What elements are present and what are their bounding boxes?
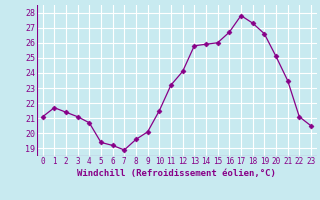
X-axis label: Windchill (Refroidissement éolien,°C): Windchill (Refroidissement éolien,°C): [77, 169, 276, 178]
